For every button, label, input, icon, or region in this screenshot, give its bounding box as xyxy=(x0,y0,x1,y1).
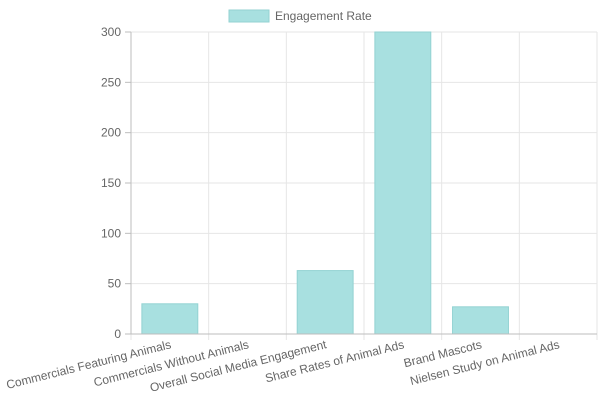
y-tick-label: 0 xyxy=(114,327,121,341)
y-tick-label: 150 xyxy=(101,176,121,190)
bars xyxy=(141,31,509,335)
grid-lines xyxy=(130,31,598,340)
bar[interactable] xyxy=(452,306,509,335)
x-axis: Commercials Featuring AnimalsCommercials… xyxy=(5,333,597,395)
y-tick-label: 50 xyxy=(108,277,122,291)
legend-label: Engagement Rate xyxy=(275,9,372,23)
legend-swatch xyxy=(228,9,270,23)
y-tick-label: 300 xyxy=(101,25,121,39)
bar[interactable] xyxy=(141,303,199,335)
bar[interactable] xyxy=(374,31,432,335)
y-axis: 0 50 100 150 200 250 300 xyxy=(101,25,132,341)
legend[interactable]: Engagement Rate xyxy=(228,9,372,23)
bar[interactable] xyxy=(296,270,354,335)
y-tick-label: 200 xyxy=(101,126,121,140)
y-tick-label: 250 xyxy=(101,75,121,89)
y-tick-label: 100 xyxy=(101,226,121,240)
